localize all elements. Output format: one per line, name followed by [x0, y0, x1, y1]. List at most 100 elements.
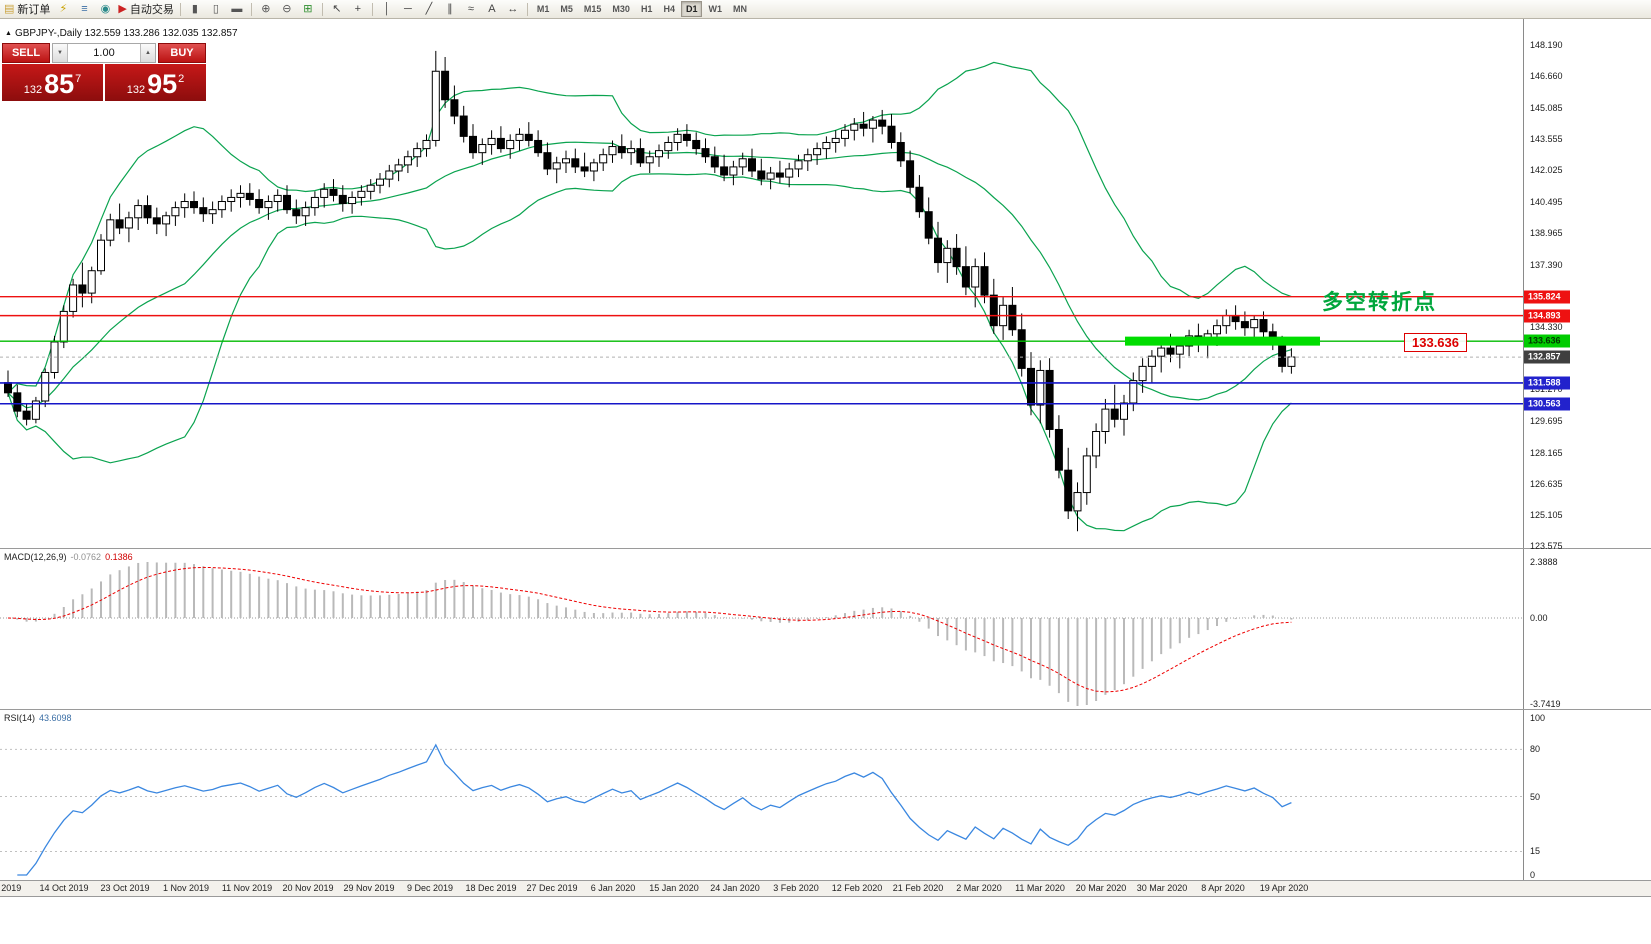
bid-price-display[interactable]: 132 85 7 [2, 64, 103, 101]
bid-pip-digit: 7 [75, 73, 82, 85]
zoom-in-icon[interactable]: ⊕ [256, 1, 276, 17]
time-axis-label: 12 Feb 2020 [831, 883, 883, 893]
bar-chart-icon[interactable]: ▮ [185, 1, 205, 17]
volume-up-button[interactable]: ▲ [140, 44, 155, 62]
market-watch-icon: ◉ [100, 3, 111, 15]
rsi-value: 43.6098 [39, 713, 72, 723]
symbol-ohlc-text: GBPJPY-,Daily 132.559 133.286 132.035 13… [14, 28, 238, 39]
time-axis-label: 18 Dec 2019 [465, 883, 517, 893]
new-order-button[interactable]: ▤ 新订单 [2, 1, 52, 17]
main-chart-pane[interactable]: ▲ GBPJPY-,Daily 132.559 133.286 132.035 … [0, 19, 1651, 551]
macd-axis-label: 0.00 [1530, 613, 1548, 623]
time-axis-label: 3 Feb 2020 [773, 883, 819, 893]
timeframe-mn-button[interactable]: MN [732, 4, 747, 14]
rsi-axis-label: 50 [1530, 791, 1541, 802]
cursor-icon: ↖ [332, 3, 342, 15]
time-axis-label: 30 Mar 2020 [1136, 883, 1188, 893]
arrows-icon[interactable]: ↔ [503, 1, 523, 17]
macd-axis-label: 2.3888 [1530, 557, 1558, 567]
ask-main-digits: 95 [147, 69, 178, 99]
price-axis[interactable]: 148.190 146.660 145.085 143.555 142.025 140.4… [1523, 19, 1651, 551]
rsi-pane[interactable]: RSI(14) 43.6098 100 80 50 15 0 [0, 710, 1651, 881]
market-watch-icon[interactable]: ◉ [95, 1, 115, 17]
tile-windows-icon[interactable]: ⊞ [298, 1, 318, 17]
price-axis-label: 146.660 [1530, 71, 1563, 82]
auto-trading-button[interactable]: ▶ 自动交易 [116, 1, 175, 17]
one-click-trading-panel: SELL ▼ 1.00 ▲ BUY 132 85 7 132 95 2 [2, 43, 206, 101]
ask-pip-digit: 2 [178, 73, 185, 85]
auto-trading-button-label: 自动交易 [129, 4, 174, 16]
ask-prefix: 132 [126, 84, 146, 96]
trendline-icon: ╱ [425, 3, 433, 15]
time-axis-label: 9 Dec 2019 [406, 883, 454, 893]
volume-input[interactable]: 1.00 [93, 47, 115, 59]
crosshair-icon[interactable]: + [348, 1, 368, 17]
bid-main-digits: 85 [44, 69, 75, 99]
ask-price-display[interactable]: 132 95 2 [105, 64, 206, 101]
toolbar-separator [371, 2, 373, 16]
fibonacci-icon: ≈ [467, 3, 474, 15]
rsi-axis-label: 15 [1530, 846, 1541, 857]
fibonacci-icon[interactable]: ≈ [461, 1, 481, 17]
toolbar-separator [179, 2, 181, 16]
price-axis-label: 126.635 [1530, 478, 1563, 489]
zoom-out-icon: ⊖ [282, 3, 292, 15]
price-axis-label: 137.390 [1530, 259, 1563, 270]
price-axis-label: 123.575 [1530, 540, 1563, 551]
time-axis-label: 20 Mar 2020 [1075, 883, 1127, 893]
time-axis-label: 6 Jan 2020 [590, 883, 636, 893]
sell-button[interactable]: SELL [2, 43, 50, 63]
candlestick-chart[interactable] [0, 19, 1523, 548]
buy-button[interactable]: BUY [158, 43, 206, 63]
timeframe-m30-button[interactable]: M30 [612, 4, 630, 14]
price-axis-label: 142.025 [1530, 165, 1563, 176]
vertical-line-icon[interactable]: │ [377, 1, 397, 17]
timeframe-d1-button[interactable]: D1 [680, 1, 703, 17]
toolbar-separator [526, 2, 528, 16]
macd-pane[interactable]: MACD(12,26,9) -0.0762 0.1386 2.3888 0.00 -3.… [0, 549, 1651, 710]
rsi-axis-label: 80 [1530, 744, 1541, 755]
horizontal-line-icon[interactable]: ─ [398, 1, 418, 17]
price-axis-label: 128.165 [1530, 447, 1563, 458]
price-badge: 134.893 [1524, 309, 1570, 323]
profiles-icon[interactable]: ≡ [74, 1, 94, 17]
timeframe-h1-button[interactable]: H1 [640, 4, 653, 14]
macd-chart [0, 562, 1523, 706]
price-axis-label: 148.190 [1530, 40, 1563, 50]
symbol-triangle-icon: ▲ [5, 30, 12, 37]
price-axis-label: 129.695 [1530, 416, 1563, 427]
arrows-icon: ↔ [507, 3, 519, 15]
timeframe-m15-button[interactable]: M15 [583, 4, 602, 14]
time-axis-label: 14 Oct 2019 [39, 883, 89, 893]
time-axis-label: 23 Oct 2019 [100, 883, 150, 893]
line-chart-icon: ▬ [231, 3, 243, 15]
trendline-icon[interactable]: ╱ [419, 1, 439, 17]
price-level-label: 133.636 [1404, 333, 1467, 352]
timeframe-m5-button[interactable]: M5 [560, 4, 573, 14]
macd-axis-label: -3.7419 [1530, 699, 1561, 709]
zoom-in-icon: ⊕ [261, 3, 271, 15]
candle-chart-icon[interactable]: ▯ [206, 1, 226, 17]
volume-down-button[interactable]: ▼ [53, 44, 68, 62]
chart-shift-icon[interactable]: ⚡ [53, 1, 73, 17]
channel-icon[interactable]: ∥ [440, 1, 460, 17]
chart-shift-icon: ⚡ [59, 3, 68, 15]
price-axis-label: 145.085 [1530, 103, 1563, 114]
time-axis[interactable]: Oct 2019 14 Oct 2019 23 Oct 2019 1 Nov 2019… [0, 881, 1651, 897]
text-label-icon[interactable]: A [482, 1, 502, 17]
time-axis-label: 24 Jan 2020 [710, 883, 760, 893]
zoom-out-icon[interactable]: ⊖ [277, 1, 297, 17]
profiles-icon: ≡ [81, 3, 88, 15]
price-axis-label: 125.105 [1530, 509, 1563, 520]
symbol-info: ▲ GBPJPY-,Daily 132.559 133.286 132.035 … [5, 28, 238, 39]
rsi-name: RSI(14) [4, 713, 36, 723]
timeframe-h4-button[interactable]: H4 [663, 4, 675, 14]
crosshair-icon: + [354, 3, 362, 15]
time-axis-label: 20 Nov 2019 [282, 883, 334, 893]
line-chart-icon[interactable]: ▬ [227, 1, 247, 17]
timeframe-w1-button[interactable]: W1 [708, 4, 722, 14]
timeframe-m1-button[interactable]: M1 [536, 4, 550, 14]
cursor-icon[interactable]: ↖ [327, 1, 347, 17]
new-order-button-label: 新订单 [17, 4, 51, 16]
